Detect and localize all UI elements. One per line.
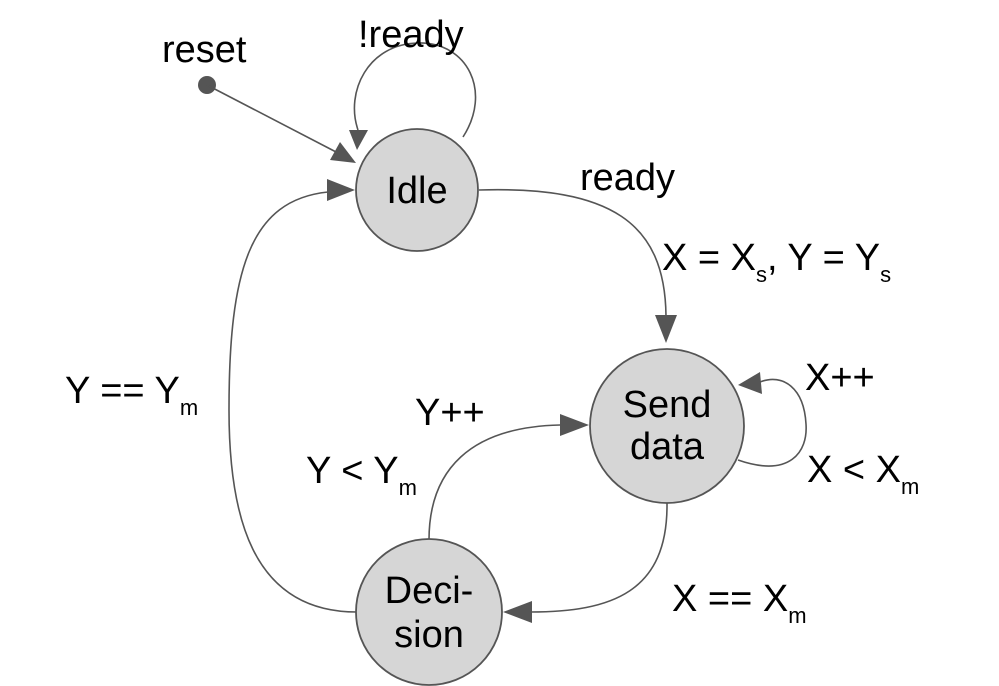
label-y-lt-ym: Y < Ym	[306, 450, 417, 500]
state-decision-label-line1: Deci-	[385, 570, 474, 612]
label-y-eq-ym-main: Y == Y	[65, 370, 180, 412]
decision-to-send-line	[428, 424, 561, 541]
label-y-inc: Y++	[415, 392, 485, 434]
label-init-action: X = Xs, Y = Ys	[662, 237, 891, 287]
state-idle-label: Idle	[386, 170, 447, 212]
transition-decision-to-send	[428, 414, 589, 541]
label-reset: reset	[162, 29, 247, 71]
label-y-lt-ym-main: Y < Y	[306, 450, 399, 492]
label-x-eq-xm: X == Xm	[672, 578, 807, 628]
label-y-eq-ym: Y == Ym	[65, 370, 198, 420]
state-decision: Deci- sion	[355, 538, 503, 686]
state-decision-circle	[355, 538, 503, 686]
transition-send-self	[737, 372, 807, 467]
transition-send-to-decision	[503, 502, 668, 623]
transition-idle-to-send	[478, 188, 677, 343]
decision-to-idle-line	[228, 191, 358, 613]
state-decision-label-line2: sion	[394, 614, 464, 656]
send-to-decision-arrowhead	[503, 601, 532, 623]
label-y-eq-ym-sub: m	[180, 395, 198, 420]
send-to-decision-line	[529, 502, 668, 613]
send-self-loop-line	[737, 378, 807, 467]
idle-to-send-line	[478, 188, 667, 317]
reset-arrowhead	[330, 142, 356, 163]
idle-self-loop-arrowhead	[349, 130, 368, 150]
transition-idle-self	[349, 42, 477, 150]
state-send-data-label-line1: Send	[623, 384, 712, 426]
send-self-loop-arrowhead	[738, 372, 762, 394]
label-not-ready: !ready	[358, 14, 464, 56]
label-x-lt-xm: X < Xm	[807, 449, 919, 499]
state-send-data-label-line2: data	[630, 426, 705, 468]
label-ready: ready	[580, 157, 675, 199]
transition-decision-to-idle	[228, 179, 358, 613]
label-y-lt-ym-sub: m	[399, 475, 417, 500]
decision-to-idle-arrowhead	[327, 179, 355, 201]
state-idle: Idle	[355, 128, 479, 252]
idle-to-send-arrowhead	[655, 315, 677, 343]
reset-edge-line	[206, 84, 339, 154]
decision-to-send-arrowhead	[560, 414, 589, 436]
label-x-inc: X++	[805, 357, 875, 399]
label-init-sep: , Y = Y	[767, 237, 880, 279]
label-x-lt-xm-main: X < X	[807, 449, 901, 491]
label-init-x-sub: s	[756, 262, 767, 287]
label-init-x: X = X	[662, 237, 756, 279]
label-x-eq-xm-sub: m	[788, 603, 806, 628]
label-x-eq-xm-main: X == X	[672, 578, 788, 620]
state-send-data: Send data	[589, 348, 745, 504]
state-send-data-circle	[589, 348, 745, 504]
label-x-lt-xm-sub: m	[901, 474, 919, 499]
transition-reset-to-idle	[198, 76, 356, 163]
state-idle-circle	[355, 128, 479, 252]
label-init-y-sub: s	[880, 262, 891, 287]
idle-self-loop-line	[353, 42, 477, 138]
